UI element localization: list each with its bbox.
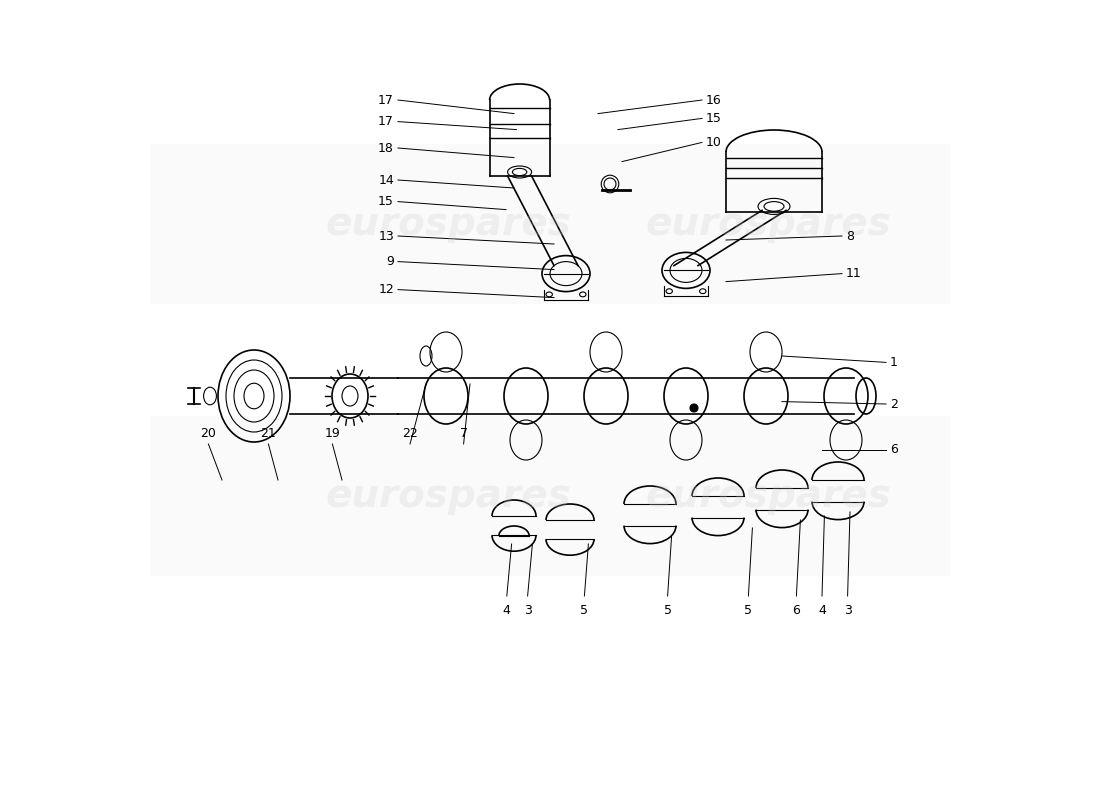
Text: eurospares: eurospares bbox=[646, 205, 892, 243]
Text: 14: 14 bbox=[378, 174, 394, 186]
Text: 11: 11 bbox=[846, 267, 861, 280]
Text: 18: 18 bbox=[378, 142, 394, 154]
Text: 2: 2 bbox=[890, 398, 898, 410]
Text: 6: 6 bbox=[890, 443, 898, 456]
FancyBboxPatch shape bbox=[134, 416, 966, 576]
Text: 22: 22 bbox=[403, 427, 418, 440]
Text: 8: 8 bbox=[846, 230, 854, 242]
Text: 12: 12 bbox=[378, 283, 394, 296]
Text: eurospares: eurospares bbox=[326, 477, 572, 515]
Ellipse shape bbox=[204, 387, 217, 405]
Text: 13: 13 bbox=[378, 230, 394, 242]
Text: 5: 5 bbox=[581, 604, 589, 617]
Text: eurospares: eurospares bbox=[646, 477, 892, 515]
Text: 17: 17 bbox=[378, 94, 394, 106]
Text: 7: 7 bbox=[460, 427, 467, 440]
FancyBboxPatch shape bbox=[134, 144, 966, 304]
Text: 15: 15 bbox=[706, 112, 722, 125]
Text: 15: 15 bbox=[378, 195, 394, 208]
Text: 21: 21 bbox=[261, 427, 276, 440]
Text: 9: 9 bbox=[386, 255, 394, 268]
Text: 4: 4 bbox=[503, 604, 510, 617]
Text: 3: 3 bbox=[524, 604, 531, 617]
Text: 17: 17 bbox=[378, 115, 394, 128]
Text: 16: 16 bbox=[706, 94, 722, 106]
Text: 5: 5 bbox=[663, 604, 672, 617]
Text: 4: 4 bbox=[818, 604, 826, 617]
Text: eurospares: eurospares bbox=[326, 205, 572, 243]
Text: 1: 1 bbox=[890, 356, 898, 369]
Text: 10: 10 bbox=[706, 136, 722, 149]
Text: 5: 5 bbox=[745, 604, 752, 617]
Ellipse shape bbox=[690, 404, 698, 412]
Text: 19: 19 bbox=[324, 427, 340, 440]
Text: 3: 3 bbox=[844, 604, 851, 617]
Text: 6: 6 bbox=[792, 604, 801, 617]
Text: 20: 20 bbox=[200, 427, 217, 440]
